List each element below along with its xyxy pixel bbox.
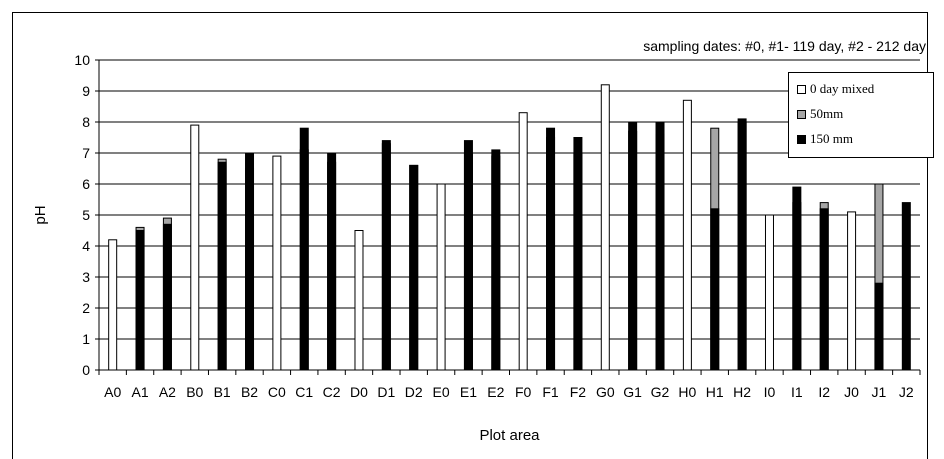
y-tick-label: 5 — [82, 207, 90, 223]
y-tick-label: 9 — [82, 83, 90, 99]
gridlines — [95, 59, 920, 371]
legend-label-2: 150 mm — [810, 131, 853, 146]
y-tick-label: 7 — [82, 145, 90, 161]
x-tick-label: G1 — [623, 384, 642, 400]
x-tick-label: B1 — [214, 384, 231, 400]
bar-d1 — [381, 140, 391, 371]
bar-c2 — [327, 152, 337, 371]
bar-b0 — [190, 124, 200, 371]
x-tick-label: J0 — [844, 384, 859, 400]
y-tick-label: 8 — [82, 114, 90, 130]
x-tick-label: F0 — [515, 384, 532, 400]
bar-j0 — [847, 211, 857, 371]
bar-e0 — [436, 183, 446, 371]
y-tick-label: 6 — [82, 176, 90, 192]
x-tick-label: B0 — [186, 384, 203, 400]
legend-swatch-0 — [797, 84, 806, 94]
x-tick-label: E2 — [487, 384, 504, 400]
bar-i0 — [764, 214, 774, 371]
x-tick-label: C1 — [295, 384, 313, 400]
x-tick-label: C2 — [323, 384, 341, 400]
x-tick-label: A0 — [104, 384, 121, 400]
legend-item-1: 50mm — [797, 106, 843, 122]
x-tick-label: E0 — [433, 384, 450, 400]
chart-frame — [12, 12, 928, 459]
x-tick-label: A1 — [131, 384, 148, 400]
bar-f1 — [546, 127, 556, 371]
y-tick-label: 3 — [82, 269, 90, 285]
x-tick-label: F2 — [570, 384, 587, 400]
bar-b2 — [245, 152, 255, 371]
y-tick-label: 2 — [82, 300, 90, 316]
bar-c1 — [299, 127, 309, 371]
x-tick-label: J1 — [872, 384, 887, 400]
x-tick-label: C0 — [268, 384, 286, 400]
bar-g1 — [628, 121, 638, 371]
x-tick-labels: A0 A1 A2 B0 B1 B2 C0 C1 C2 D0 D1 D2 E0 E1 E2 F0 F1 F2 G0 G1… — [98, 370, 921, 400]
x-tick-label: D0 — [350, 384, 368, 400]
bar-d0 — [354, 230, 364, 371]
bar-a0 — [108, 239, 118, 371]
x-tick-label: E1 — [460, 384, 477, 400]
bar-j2 — [901, 202, 911, 371]
y-tick-labels: 0 1 2 3 4 5 6 7 8 9 10 — [74, 52, 90, 378]
x-tick-label: D1 — [377, 384, 395, 400]
bar-f0 — [518, 112, 528, 371]
legend: 0 day mixed 50mm 150 mm — [788, 72, 934, 158]
bars — [108, 84, 911, 371]
bar-h2 — [737, 118, 747, 371]
bar-g0 — [600, 84, 610, 371]
bar-a2 — [162, 223, 172, 371]
x-axis-title: Plot area — [479, 427, 540, 444]
bar-i2 — [819, 208, 829, 371]
x-tick-label: D2 — [405, 384, 423, 400]
sampling-dates-note: sampling dates: #0, #1- 119 day, #2 - 21… — [643, 38, 926, 54]
x-tick-label: G0 — [596, 384, 615, 400]
x-tick-label: I0 — [764, 384, 776, 400]
bar-f2 — [573, 137, 583, 371]
x-tick-label: B2 — [241, 384, 258, 400]
bar-d2 — [409, 164, 419, 371]
legend-label-1: 50mm — [810, 106, 844, 121]
x-tick-label: H1 — [706, 384, 724, 400]
x-tick-label: I2 — [818, 384, 830, 400]
x-tick-label: G2 — [651, 384, 670, 400]
bar-i1 — [792, 186, 802, 371]
bar-g2 — [655, 121, 665, 371]
x-tick-label: J2 — [899, 384, 914, 400]
bar-e1 — [463, 140, 473, 371]
legend-item-0: 0 day mixed — [797, 81, 874, 97]
x-tick-label: I1 — [791, 384, 803, 400]
legend-item-2: 150 mm — [797, 131, 853, 147]
y-tick-label: 10 — [74, 52, 90, 68]
bar-h1 — [710, 208, 720, 371]
bar-a1 — [135, 230, 145, 371]
bar-c0 — [272, 155, 282, 371]
y-tick-label: 0 — [82, 362, 90, 378]
legend-swatch-1 — [797, 109, 806, 119]
bar-e2 — [491, 149, 501, 371]
x-tick-label: A2 — [159, 384, 176, 400]
bar-h0 — [682, 99, 692, 371]
bar-j1 — [874, 282, 884, 371]
y-axis-title: pH — [32, 205, 49, 224]
x-tick-label: H2 — [733, 384, 751, 400]
y-tick-label: 4 — [82, 238, 90, 254]
x-tick-label: F1 — [542, 384, 559, 400]
y-tick-label: 1 — [82, 331, 90, 347]
legend-label-0: 0 day mixed — [810, 81, 875, 96]
x-tick-label: H0 — [678, 384, 696, 400]
bar-b1 — [217, 161, 227, 371]
legend-swatch-2 — [797, 134, 806, 144]
